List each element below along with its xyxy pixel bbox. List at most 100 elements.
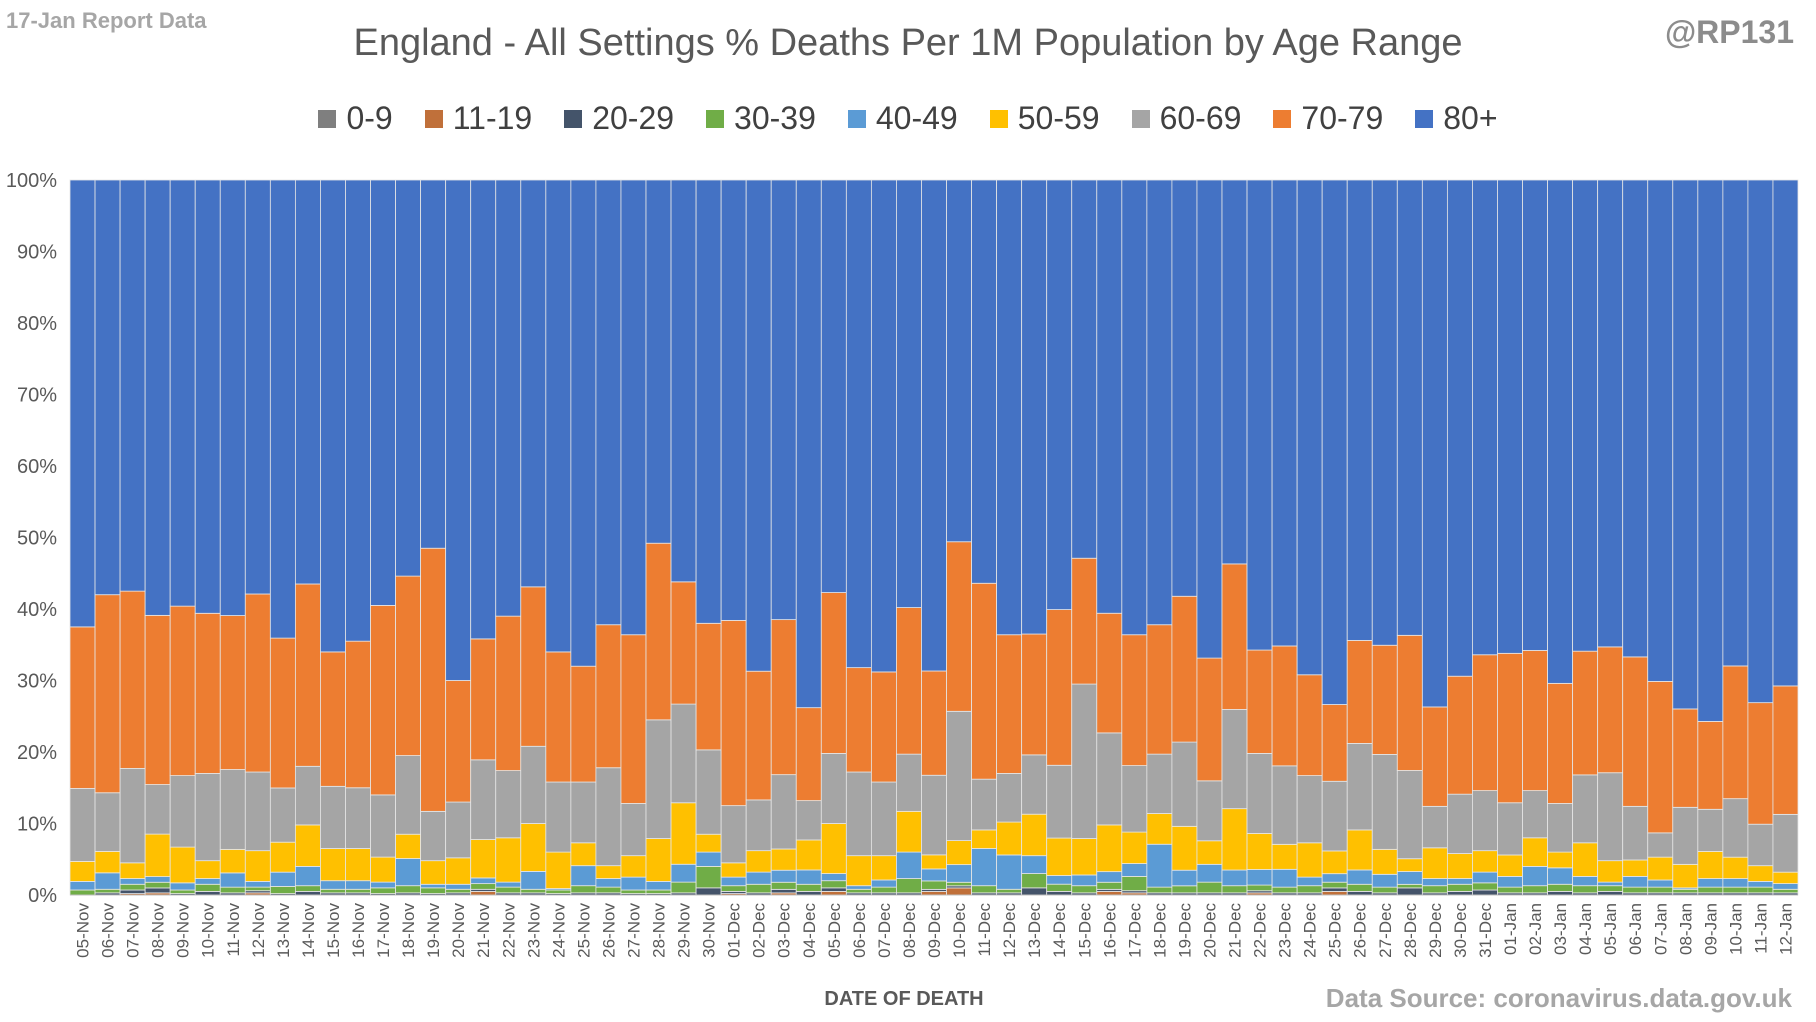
bar-segment bbox=[69, 889, 96, 896]
bar-segment bbox=[996, 888, 1023, 894]
legend-label: 40-49 bbox=[875, 100, 958, 136]
y-tick-label: 50% bbox=[17, 528, 57, 550]
bar-segment bbox=[194, 883, 221, 892]
bar-segment bbox=[870, 781, 897, 857]
x-tick-label: 27-Nov bbox=[625, 903, 644, 958]
bar-segment bbox=[921, 774, 947, 856]
bar-segment bbox=[1522, 650, 1548, 792]
bar-segment bbox=[820, 880, 847, 889]
x-tick-label: 28-Dec bbox=[1401, 903, 1420, 958]
bar-segment bbox=[1321, 780, 1348, 852]
bar-segment bbox=[1472, 790, 1498, 852]
x-tick-label: 16-Dec bbox=[1100, 903, 1119, 958]
bar-segment bbox=[770, 179, 797, 621]
bar-segment bbox=[1121, 876, 1148, 892]
bar-segment bbox=[695, 622, 722, 751]
bar-segment bbox=[320, 888, 346, 894]
bar-segment bbox=[294, 891, 321, 896]
legend-item-60-69: 60-69 bbox=[1131, 100, 1241, 137]
bar-segment bbox=[244, 771, 271, 852]
bar-segment bbox=[946, 541, 972, 712]
bar-segment bbox=[1021, 179, 1048, 635]
x-tick-label: 20-Dec bbox=[1201, 903, 1220, 958]
x-tick-label: 12-Jan bbox=[1777, 903, 1796, 955]
bar-segment bbox=[119, 889, 146, 894]
bar-segment bbox=[1547, 851, 1574, 869]
bar-segment bbox=[670, 863, 697, 883]
bar-segment bbox=[1371, 848, 1398, 875]
bar-segment bbox=[1597, 881, 1624, 887]
x-tick-label: 05-Nov bbox=[74, 903, 93, 958]
bar-segment bbox=[1346, 869, 1373, 885]
bar-segment bbox=[1046, 179, 1073, 610]
x-tick-label: 18-Dec bbox=[1150, 903, 1169, 958]
bar-segment bbox=[169, 775, 196, 848]
x-tick-label: 09-Dec bbox=[925, 903, 944, 958]
bar-segment bbox=[470, 179, 497, 640]
bar-segment bbox=[745, 850, 772, 873]
bar-segment bbox=[595, 624, 622, 769]
bar-segment bbox=[1472, 654, 1498, 792]
bar-segment bbox=[144, 179, 171, 616]
x-tick-label: 14-Dec bbox=[1050, 903, 1069, 958]
x-tick-label: 29-Dec bbox=[1426, 903, 1445, 958]
x-tick-label: 22-Dec bbox=[1251, 903, 1270, 958]
bar-segment bbox=[1021, 855, 1048, 874]
bar-segment bbox=[1572, 842, 1599, 877]
bar-segment bbox=[545, 781, 572, 853]
bar-segment bbox=[570, 885, 597, 894]
bar-segment bbox=[1572, 179, 1599, 652]
y-tick-label: 70% bbox=[17, 385, 57, 407]
bar-segment bbox=[1572, 650, 1599, 776]
bar-segment bbox=[470, 839, 497, 879]
x-tick-label: 06-Jan bbox=[1626, 903, 1645, 955]
bar-segment bbox=[445, 857, 472, 885]
bar-segment bbox=[1146, 843, 1173, 888]
x-tick-label: 12-Nov bbox=[249, 903, 268, 958]
author-handle: @RP131 bbox=[1664, 14, 1794, 50]
bar-segment bbox=[1046, 609, 1073, 766]
bar-segment bbox=[595, 179, 622, 626]
bar-segment bbox=[695, 866, 722, 889]
legend-label: 20-29 bbox=[592, 100, 675, 136]
x-tick-label: 16-Nov bbox=[349, 903, 368, 958]
bar-segment bbox=[445, 680, 472, 803]
bar-segment bbox=[845, 179, 872, 669]
y-tick-label: 20% bbox=[17, 742, 57, 764]
bar-segment bbox=[1196, 657, 1223, 782]
bar-segment bbox=[1146, 813, 1173, 845]
bar-segment bbox=[370, 856, 396, 883]
x-tick-label: 08-Nov bbox=[149, 903, 168, 958]
legend-label: 70-79 bbox=[1301, 100, 1384, 136]
bar-segment bbox=[1697, 878, 1724, 888]
legend-item-11-19: 11-19 bbox=[424, 100, 532, 137]
bar-segment bbox=[870, 879, 897, 888]
chart-title: England - All Settings % Deaths Per 1M P… bbox=[353, 22, 1463, 64]
bar-segment bbox=[1446, 793, 1473, 854]
bar-segment bbox=[921, 854, 947, 870]
bar-segment bbox=[770, 619, 797, 776]
bar-segment bbox=[395, 575, 422, 756]
bar-segment bbox=[795, 883, 822, 892]
bar-segment bbox=[169, 889, 196, 894]
x-tick-label: 15-Dec bbox=[1075, 903, 1094, 958]
bar-segment bbox=[1221, 808, 1248, 871]
x-tick-label: 07-Nov bbox=[124, 903, 143, 958]
bar-segment bbox=[520, 745, 547, 824]
legend-item-50-59: 50-59 bbox=[989, 100, 1100, 137]
bar-segment bbox=[820, 891, 847, 896]
bar-segment bbox=[770, 774, 797, 850]
bar-segment bbox=[119, 768, 146, 864]
x-tick-label: 04-Jan bbox=[1576, 903, 1595, 955]
bar-segment bbox=[320, 785, 346, 849]
bar-segment bbox=[244, 179, 271, 595]
bar-segment bbox=[1647, 856, 1674, 881]
bar-segment bbox=[470, 891, 497, 896]
bar-segment bbox=[420, 887, 447, 894]
bar-segment bbox=[119, 590, 146, 769]
bar-segment bbox=[420, 810, 447, 862]
bar-segment bbox=[795, 707, 822, 802]
x-tick-label: 03-Jan bbox=[1551, 903, 1570, 955]
bar-segment bbox=[1346, 883, 1373, 892]
bar-segment bbox=[921, 891, 947, 896]
